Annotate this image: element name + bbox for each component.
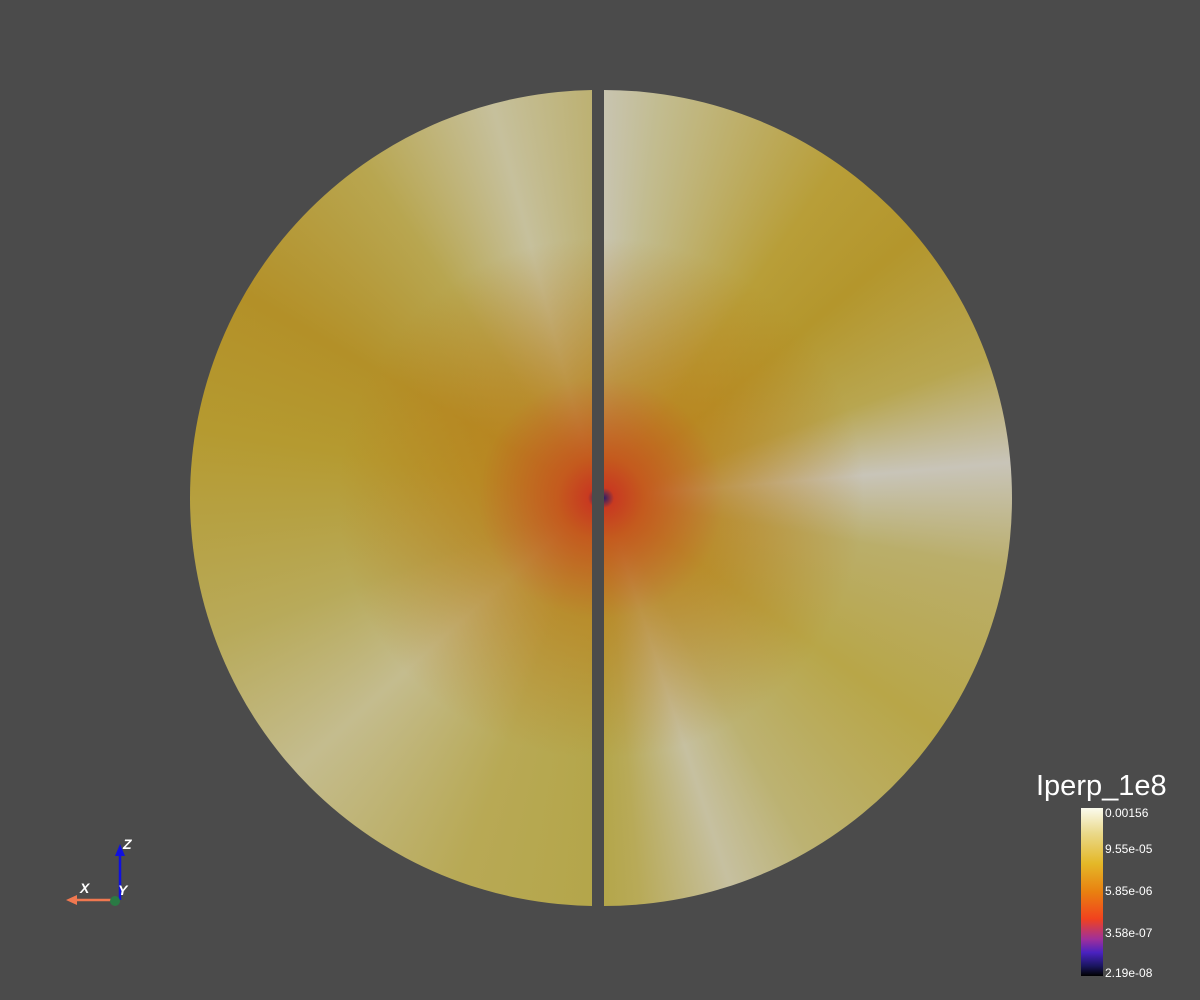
- scalar-bar-tick: 3.58e-07: [1105, 926, 1153, 940]
- scalar-bar-title: Iperp_1e8: [1036, 770, 1167, 802]
- y-axis-label: Y: [118, 882, 128, 898]
- orientation-axes: X Y Z: [50, 830, 150, 920]
- axes-triad-icon: [66, 844, 125, 906]
- scalar-bar-tick: 0.00156: [1105, 806, 1149, 820]
- scalar-bar: [1081, 808, 1103, 976]
- x-axis-label: X: [80, 880, 90, 896]
- scalar-bar-tick: 5.85e-06: [1105, 884, 1153, 898]
- scalar-bar-tick: 2.19e-08: [1105, 966, 1153, 980]
- z-axis-label: Z: [123, 836, 132, 852]
- scalar-bar-tick: 9.55e-05: [1105, 842, 1153, 856]
